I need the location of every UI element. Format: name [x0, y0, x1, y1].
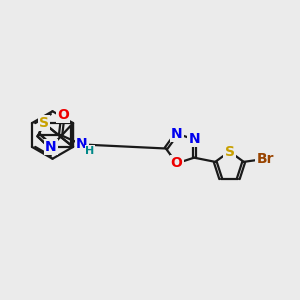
Text: Br: Br [256, 152, 274, 166]
Text: S: S [224, 145, 235, 158]
Text: H: H [85, 146, 95, 156]
Text: S: S [39, 116, 49, 130]
Text: N: N [45, 140, 57, 154]
Text: N: N [76, 137, 88, 152]
Text: N: N [171, 127, 182, 141]
Text: O: O [57, 108, 69, 122]
Text: O: O [171, 156, 183, 170]
Text: N: N [188, 132, 200, 146]
